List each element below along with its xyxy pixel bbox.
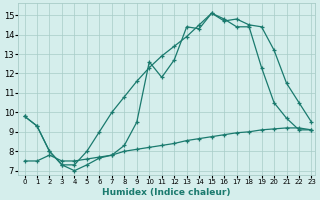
X-axis label: Humidex (Indice chaleur): Humidex (Indice chaleur)	[102, 188, 231, 197]
